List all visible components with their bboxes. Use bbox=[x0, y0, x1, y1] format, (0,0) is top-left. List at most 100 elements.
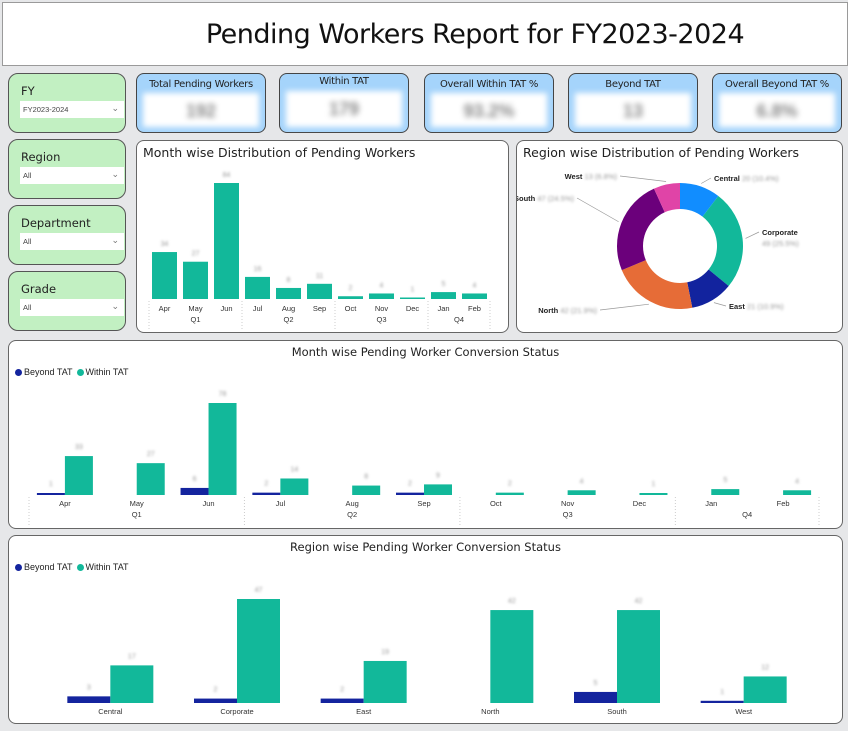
slice-name: South bbox=[517, 194, 537, 203]
data-label: 47 bbox=[255, 587, 263, 594]
chevron-down-icon: ⌄ bbox=[111, 301, 119, 311]
slice-value: 49 (25.5%) bbox=[762, 239, 799, 248]
data-label: 12 bbox=[761, 664, 769, 671]
data-label: 8 bbox=[364, 474, 368, 481]
donut-slice bbox=[653, 183, 680, 213]
quarter-label: Q3 bbox=[563, 510, 573, 519]
x-tick-label: Jan bbox=[437, 304, 449, 313]
department-dropdown[interactable]: All ⌄ bbox=[20, 233, 124, 250]
bar-within-tat bbox=[363, 660, 407, 703]
slice-name: Central bbox=[714, 174, 742, 183]
x-tick-label: Feb bbox=[777, 499, 790, 508]
kpi-label: Beyond TAT bbox=[605, 79, 661, 90]
quarter-label: Q4 bbox=[454, 315, 464, 324]
x-tick-label: May bbox=[130, 499, 144, 508]
bar-within-tat bbox=[237, 599, 280, 703]
data-label: 2 bbox=[264, 481, 268, 488]
slice-label: East 21 (10.9%) bbox=[729, 302, 784, 311]
data-label: 1 bbox=[49, 481, 53, 488]
data-label: 2 bbox=[508, 481, 512, 488]
slicer-grade: Grade All ⌄ bbox=[8, 271, 126, 331]
kpi-value: 179 bbox=[286, 91, 402, 127]
chart-title: Region wise Distribution of Pending Work… bbox=[523, 145, 800, 160]
x-tick-label: Apr bbox=[159, 304, 171, 313]
x-tick-label: West bbox=[735, 707, 753, 716]
donut-slice bbox=[617, 188, 665, 271]
data-label: 27 bbox=[192, 251, 200, 258]
x-tick-label: Aug bbox=[346, 499, 359, 508]
legend-item-beyond[interactable]: Beyond TAT bbox=[15, 562, 73, 572]
leader-line bbox=[713, 302, 727, 307]
bar-within-tat bbox=[208, 403, 237, 495]
x-tick-label: Jul bbox=[253, 304, 263, 313]
legend-item-within[interactable]: Within TAT bbox=[76, 367, 129, 377]
bar-within-tat bbox=[110, 665, 154, 703]
legend-item-beyond[interactable]: Beyond TAT bbox=[15, 367, 73, 377]
data-label: 4 bbox=[473, 282, 477, 289]
x-tick-label: Dec bbox=[406, 304, 420, 313]
bar-within-tat bbox=[783, 490, 812, 495]
data-label: 1 bbox=[720, 689, 724, 696]
quarter-label: Q3 bbox=[376, 315, 386, 324]
data-label: 1 bbox=[411, 287, 415, 294]
leader-line bbox=[619, 175, 667, 182]
chevron-down-icon: ⌄ bbox=[111, 169, 119, 179]
legend-label: Beyond TAT bbox=[24, 367, 73, 377]
x-tick-label: Feb bbox=[468, 304, 481, 313]
data-label: 2 bbox=[214, 687, 218, 694]
bar-beyond-tat bbox=[320, 698, 364, 703]
bar bbox=[400, 297, 425, 299]
bar-within-tat bbox=[743, 676, 787, 703]
chart-legend: Beyond TAT Within TAT bbox=[15, 562, 129, 572]
donut-slice bbox=[680, 183, 719, 217]
x-tick-label: Nov bbox=[375, 304, 389, 313]
x-tick-label: North bbox=[481, 707, 499, 716]
x-tick-label: Jul bbox=[276, 499, 286, 508]
bar-within-tat bbox=[280, 478, 309, 495]
bar bbox=[431, 292, 456, 299]
slicer-label: Grade bbox=[21, 282, 57, 296]
legend-dot-icon bbox=[15, 369, 22, 376]
month-conversion-chart: 133Apr27May678Jun214Jul8Aug29Sep2Oct4Nov… bbox=[28, 391, 820, 525]
kpi-beyond-tat: Beyond TAT 13 bbox=[568, 73, 698, 133]
slicer-label: FY bbox=[21, 84, 35, 98]
x-tick-label: Jun bbox=[220, 304, 232, 313]
legend-item-within[interactable]: Within TAT bbox=[76, 562, 129, 572]
slice-label: Central 20 (10.4%) bbox=[714, 174, 779, 183]
fy-dropdown[interactable]: FY2023-2024 ⌄ bbox=[20, 101, 124, 118]
x-tick-label: Oct bbox=[345, 304, 358, 313]
donut-slice bbox=[621, 260, 693, 309]
legend-label: Within TAT bbox=[85, 562, 129, 572]
data-label: 2 bbox=[340, 687, 344, 694]
region-conversion-card: Region wise Pending Worker Conversion St… bbox=[8, 535, 843, 724]
data-label: 42 bbox=[508, 598, 516, 605]
bar bbox=[307, 283, 332, 299]
x-tick-label: Nov bbox=[561, 499, 575, 508]
bar-beyond-tat bbox=[180, 487, 209, 495]
bar-beyond-tat bbox=[700, 700, 744, 703]
page-title: Pending Workers Report for FY2023-2024 bbox=[205, 18, 745, 50]
dropdown-value: FY2023-2024 bbox=[23, 105, 69, 114]
x-tick-label: Jan bbox=[705, 499, 717, 508]
slice-label: West 13 (6.8%) bbox=[565, 172, 618, 181]
data-label: 4 bbox=[380, 282, 384, 289]
bar-within-tat bbox=[64, 456, 93, 495]
kpi-value: 93.2% bbox=[431, 93, 547, 127]
bar bbox=[462, 293, 487, 299]
data-label: 3 bbox=[87, 684, 91, 691]
data-label: 14 bbox=[290, 466, 298, 473]
bar bbox=[369, 293, 394, 299]
legend-dot-icon bbox=[15, 564, 22, 571]
grade-dropdown[interactable]: All ⌄ bbox=[20, 299, 124, 316]
bar bbox=[214, 183, 239, 299]
bar-beyond-tat bbox=[67, 696, 111, 703]
x-tick-label: Central bbox=[98, 707, 123, 716]
bar-within-tat bbox=[424, 484, 452, 495]
x-tick-label: Sep bbox=[417, 499, 430, 508]
slicer-department: Department All ⌄ bbox=[8, 205, 126, 265]
data-label: 42 bbox=[635, 598, 643, 605]
bar-beyond-tat bbox=[574, 691, 617, 703]
kpi-value: 192 bbox=[143, 93, 259, 127]
x-tick-label: Dec bbox=[633, 499, 647, 508]
region-dropdown[interactable]: All ⌄ bbox=[20, 167, 124, 184]
